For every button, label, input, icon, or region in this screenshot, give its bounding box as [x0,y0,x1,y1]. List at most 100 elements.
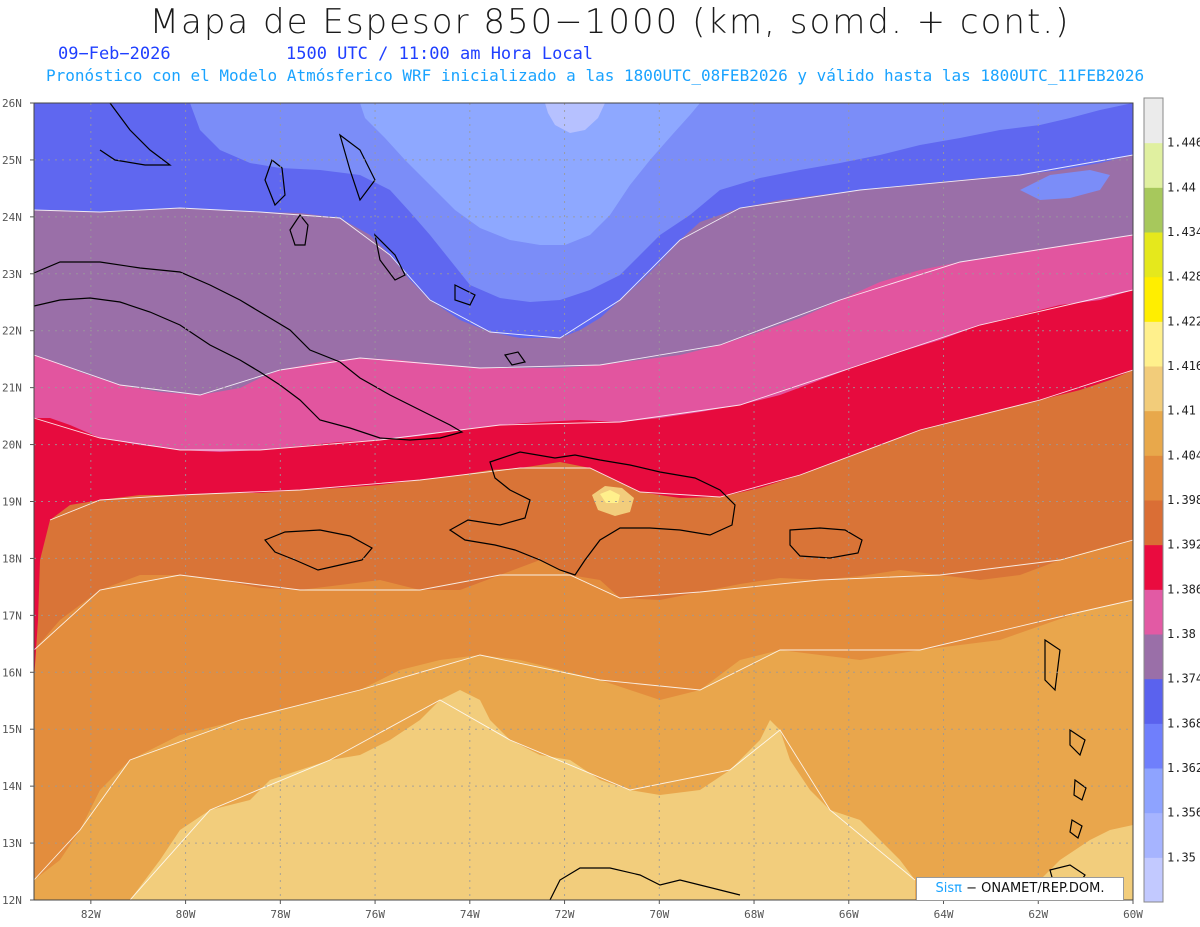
colorbar-labels: 1.35 1.356 1.362 1.368 1.374 1.38 1.386 1.392 1.… [1167,136,1200,865]
contour-line [49,369,1133,521]
credit-org: − ONAMET/REP.DOM. [966,881,1105,896]
colorbar-frame [1143,97,1164,903]
contour-line [34,289,1133,451]
coastline-cuba [34,261,464,441]
lat-label: 17N [2,609,22,622]
colorbar-swatch [1144,678,1163,724]
colorbar-label: 1.422 [1167,314,1200,328]
lat-label: 13N [2,837,22,850]
lat-label: 25N [2,154,22,167]
colorbar-swatch [1144,768,1163,814]
colorbar-swatch [1144,812,1163,858]
colorbar-label: 1.416 [1167,359,1200,373]
colorbar-swatch [1144,455,1163,501]
lat-label: 21N [2,382,22,395]
forecast-time: 1500 UTC / 11:00 am Hora Local [286,44,594,64]
contour-line [34,154,1133,339]
colorbar-swatch [1144,98,1163,144]
colorbar [1143,97,1164,903]
map-title: Mapa de Espesor 850−1000 (km, somd. + co… [149,2,1071,42]
sis-logo: Sisπ [935,881,962,896]
lon-label: 62W [1028,908,1048,921]
contour-line [129,699,916,900]
lat-label: 23N [2,268,22,281]
colorbar-label: 1.368 [1167,716,1200,730]
coastline-puerto-rico [789,527,863,559]
lon-label: 70W [649,908,669,921]
coastline-lesser-antilles [1073,778,1087,801]
colorbar-swatch [1144,187,1163,233]
colorbar-swatch [1144,723,1163,769]
coastline-bahamas [454,284,476,306]
forecast-date: 09−Feb−2026 [58,44,171,64]
band-1362-ne [1020,170,1110,200]
latitude-labels: 26N 25N 24N 23N 22N 21N 20N 19N 18N 17N 16N 15N 14N 1… [2,97,34,907]
lon-label: 64W [934,908,954,921]
contour-line [34,539,1133,651]
coastline-bahamas [338,133,376,202]
graticule [34,103,1133,900]
coastline-bahamas [289,213,309,246]
model-subtitle: Pronóstico con el Modelo Atmósferico WRF… [46,66,1145,85]
credit-box: Sisπ − ONAMET/REP.DOM. [916,877,1124,901]
colorbar-swatch [1144,410,1163,456]
colorbar-label: 1.35 [1167,850,1196,864]
lat-label: 18N [2,552,22,565]
coastline-turks [503,351,527,366]
band-1410-a [130,690,915,900]
colorbar-label: 1.428 [1167,270,1200,284]
lon-label: 66W [839,908,859,921]
colorbar-swatch [1144,500,1163,546]
colorbar-swatch [1144,857,1163,903]
lat-label: 22N [2,325,22,338]
contour-fill [34,103,1133,900]
lat-label: 19N [2,496,22,509]
lon-label: 72W [555,908,575,921]
colorbar-label: 1.446 [1167,136,1200,150]
colorbar-label: 1.44 [1167,180,1196,194]
colorbar-label: 1.374 [1167,672,1200,686]
colorbar-label: 1.404 [1167,448,1200,462]
coastline-hispaniola [448,451,736,576]
colorbar-label: 1.38 [1167,627,1196,641]
lon-label: 76W [365,908,385,921]
colorbar-swatch [1144,232,1163,278]
colorbar-label: 1.386 [1167,582,1200,596]
lon-label: 80W [176,908,196,921]
colorbar-label: 1.434 [1167,225,1200,239]
lon-label: 60W [1123,908,1143,921]
coastline-jamaica [264,529,373,571]
coastline-bahamas [264,159,286,207]
colorbar-swatch [1144,366,1163,412]
lat-label: 20N [2,439,22,452]
colorbar-label: 1.356 [1167,806,1200,820]
lat-label: 12N [2,894,22,907]
lon-label: 78W [270,908,290,921]
longitude-labels: 82W 80W 78W 76W 74W 72W 70W 68W 66W 64W 62W 60W [81,900,1143,921]
lon-label: 68W [744,908,764,921]
coastline-south-america [549,867,741,900]
colorbar-swatch [1144,321,1163,367]
coastline-lesser-antilles [1069,819,1083,839]
lat-label: 14N [2,780,22,793]
lat-label: 15N [2,723,22,736]
lat-label: 26N [2,97,22,110]
lon-label: 82W [81,908,101,921]
colorbar-swatch [1144,634,1163,680]
colorbar-swatch [1144,589,1163,635]
lon-label: 74W [460,908,480,921]
lat-label: 16N [2,666,22,679]
coastline-lesser-antilles [1044,638,1061,692]
contour-line [34,599,1133,881]
band-1416-hisp [600,490,620,503]
coastline-florida [99,103,172,166]
colorbar-label: 1.362 [1167,761,1200,775]
colorbar-swatch [1144,142,1163,188]
contour-line [34,234,1133,396]
contour-lines [34,154,1133,900]
forecast-date-line: 09−Feb−2026 1500 UTC / 11:00 am Hora Loc… [58,44,593,64]
colorbar-swatch [1144,276,1163,322]
lat-label: 24N [2,211,22,224]
coastline-lesser-antilles [1069,728,1086,757]
